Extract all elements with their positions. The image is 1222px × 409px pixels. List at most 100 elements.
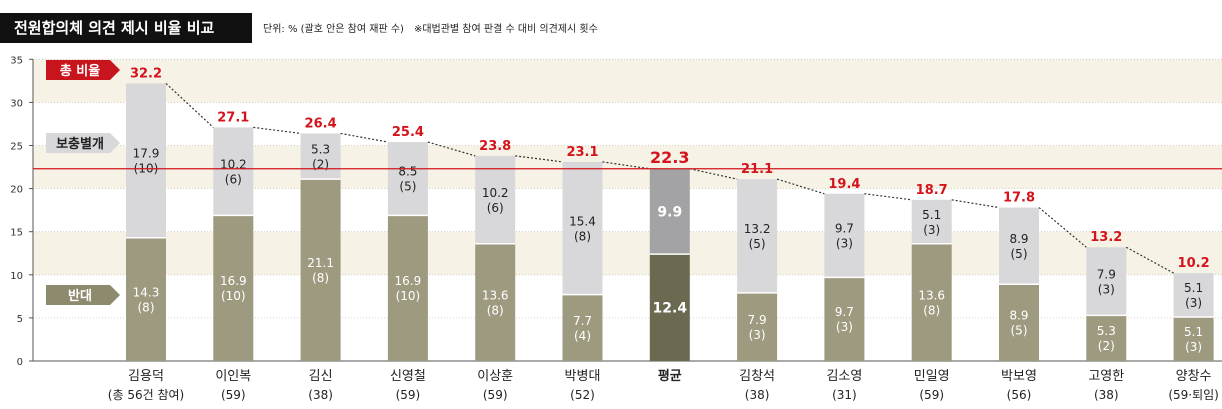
oppose-count-label: (10) — [396, 289, 421, 303]
x-category-sublabel: (56) — [1007, 388, 1032, 402]
supplement-value-label: 10.2 — [482, 186, 509, 200]
x-category-sublabel: (59) — [483, 388, 508, 402]
oppose-value-label: 21.1 — [307, 256, 334, 270]
x-category-sublabel: (38) — [745, 388, 770, 402]
legend-supplement-tag-label: 보충별개 — [56, 136, 104, 152]
x-category-sublabel: (59·퇴임) — [1168, 388, 1219, 402]
background-band — [33, 231, 1222, 275]
x-category-sublabel: (총 56건 참여) — [108, 388, 184, 402]
supplement-value-label: 5.3 — [311, 142, 330, 156]
y-tick-label: 5 — [17, 314, 23, 325]
total-label: 27.1 — [217, 110, 249, 125]
background-band — [33, 145, 1222, 189]
supplement-value-label: 13.2 — [744, 222, 771, 236]
supplement-value-label: 5.1 — [1184, 281, 1203, 295]
bar-supplement — [999, 207, 1039, 285]
bar-oppose — [911, 243, 952, 361]
y-tick-label: 35 — [10, 55, 23, 66]
avg-total-label: 22.3 — [650, 148, 689, 167]
total-label: 23.1 — [566, 145, 598, 160]
x-category-label: 김창석 — [739, 369, 775, 384]
supplement-count-label: (3) — [923, 223, 940, 237]
x-category-sublabel: (52) — [570, 388, 595, 402]
total-label: 21.1 — [741, 162, 773, 177]
oppose-count-label: (3) — [749, 328, 766, 342]
oppose-count-label: (3) — [836, 320, 853, 334]
x-category-sublabel: (59) — [919, 388, 944, 402]
x-category-sublabel: (59) — [396, 388, 421, 402]
oppose-count-label: (8) — [312, 271, 329, 285]
x-category-label: 박보영 — [1001, 369, 1037, 384]
bar-supplement — [562, 161, 603, 295]
x-category-label: 신영철 — [390, 369, 426, 384]
oppose-value-label: 9.7 — [835, 305, 854, 319]
x-category-sublabel: (38) — [1094, 388, 1119, 402]
bar-supplement — [475, 155, 516, 244]
supplement-count-label: (3) — [1185, 296, 1202, 310]
bar-oppose — [213, 215, 254, 361]
oppose-value-label: 5.3 — [1097, 324, 1116, 338]
y-tick-label: 20 — [10, 185, 23, 196]
bar-oppose — [300, 179, 341, 361]
oppose-value-label: 7.9 — [748, 313, 767, 327]
oppose-count-label: (2) — [1098, 339, 1115, 353]
bar-oppose — [649, 254, 690, 361]
x-category-sublabel: (38) — [308, 388, 333, 402]
avg-supplement-label: 9.9 — [657, 204, 682, 220]
supplement-count-label: (6) — [225, 172, 242, 186]
supplement-value-label: 8.9 — [1009, 232, 1028, 246]
total-label: 25.4 — [392, 125, 424, 140]
total-trend-line — [165, 82, 1174, 274]
total-label: 19.4 — [828, 177, 860, 192]
oppose-value-label: 8.9 — [1009, 309, 1028, 323]
bar-supplement — [737, 179, 778, 293]
supplement-count-label: (2) — [312, 157, 329, 171]
oppose-value-label: 13.6 — [482, 288, 509, 302]
bar-supplement — [387, 142, 428, 216]
bar-supplement — [1086, 247, 1127, 316]
supplement-value-label: 9.7 — [835, 222, 854, 236]
bar-oppose — [562, 294, 603, 361]
bar-oppose — [999, 284, 1039, 361]
bar-oppose — [1173, 317, 1214, 361]
oppose-value-label: 14.3 — [133, 285, 160, 299]
oppose-count-label: (4) — [574, 329, 591, 343]
legend-oppose-tag — [46, 285, 120, 305]
oppose-count-label: (8) — [487, 303, 504, 317]
total-label: 18.7 — [916, 183, 948, 198]
bar-supplement — [649, 168, 690, 255]
bar-oppose — [126, 237, 166, 361]
oppose-value-label: 5.1 — [1184, 325, 1203, 339]
bar-supplement — [1173, 273, 1214, 318]
bar-oppose — [737, 292, 778, 361]
y-tick-label: 10 — [10, 271, 23, 282]
bar-supplement — [300, 133, 341, 180]
supplement-count-label: (3) — [836, 237, 853, 251]
total-label: 17.8 — [1003, 191, 1035, 206]
bar-oppose — [824, 277, 865, 361]
supplement-count-label: (6) — [487, 201, 504, 215]
supplement-value-label: 15.4 — [569, 214, 596, 228]
oppose-count-label: (3) — [1185, 340, 1202, 354]
oppose-count-label: (10) — [221, 289, 246, 303]
legend-oppose-tag-label: 반대 — [68, 288, 92, 304]
x-category-label: 고영한 — [1088, 369, 1124, 384]
footnote: ※대법관별 참여 판결 수 대비 의견제시 횟수 — [413, 24, 598, 35]
legend-total-tag-label: 총 비율 — [60, 63, 100, 79]
y-tick-label: 0 — [17, 357, 23, 368]
total-label: 23.8 — [479, 139, 511, 154]
bar-oppose — [475, 243, 516, 361]
supplement-value-label: 7.9 — [1097, 267, 1116, 281]
chart-title: 전원합의체 의견 제시 비율 비교 — [0, 13, 252, 43]
bar-oppose — [1086, 315, 1127, 361]
x-category-label: 이인복 — [215, 369, 251, 384]
supplement-value-label: 5.1 — [922, 208, 941, 222]
oppose-count-label: (8) — [138, 300, 155, 314]
x-category-label: 평균 — [658, 368, 682, 384]
total-label: 13.2 — [1090, 230, 1122, 245]
bar-supplement — [911, 199, 952, 244]
y-tick-label: 15 — [10, 228, 23, 239]
x-category-label: 김소영 — [826, 369, 862, 384]
x-category-label: 이상훈 — [477, 369, 513, 384]
